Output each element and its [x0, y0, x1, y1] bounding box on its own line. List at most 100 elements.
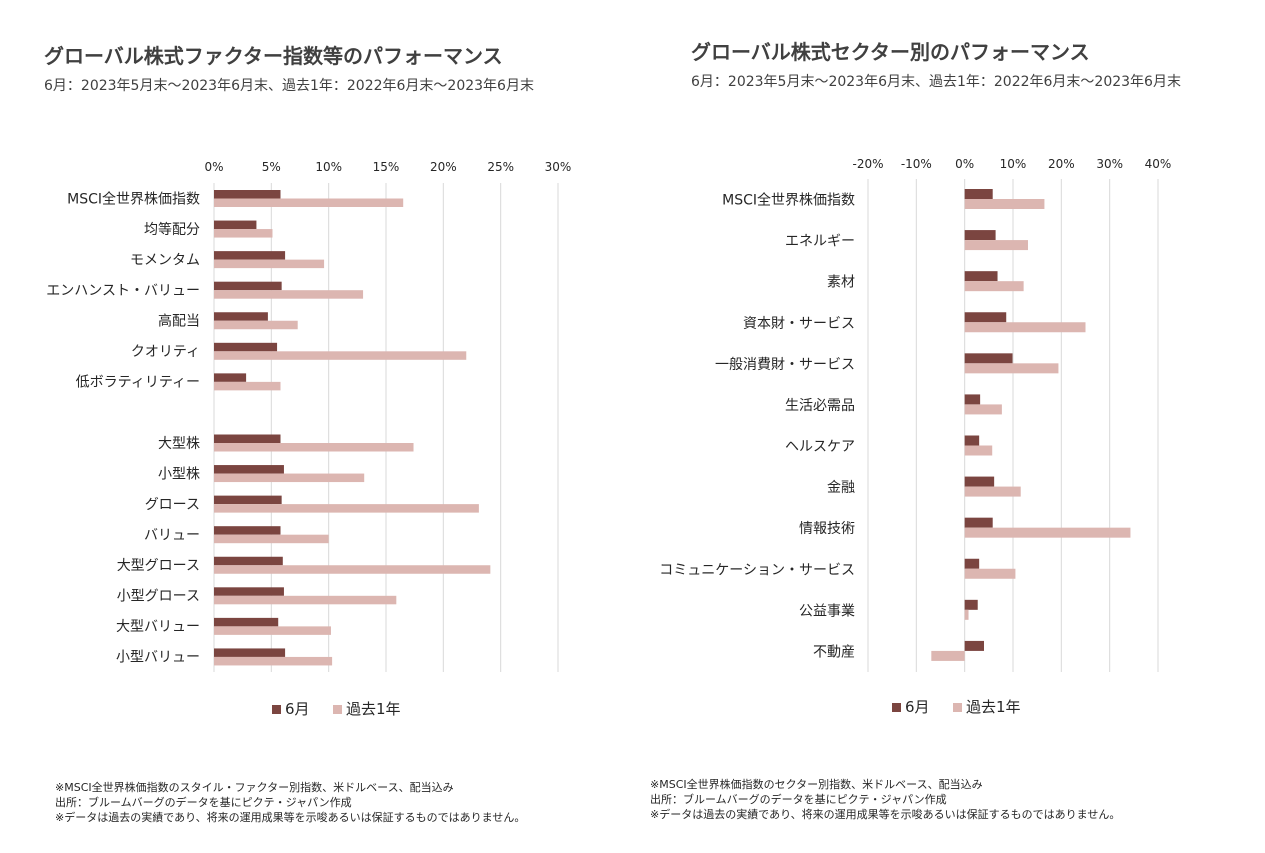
x-tick-label: 20% — [1048, 157, 1075, 171]
right-panel: グローバル株式セクター別のパフォーマンス 6月：2023年5月末～2023年6月… — [632, 0, 1265, 853]
category-label: 大型バリュー — [116, 619, 200, 635]
left-note-line: ※MSCI全世界株価指数のスタイル・ファクター別指数、米ドルベース、配当込み — [55, 781, 454, 794]
left-note-line: 出所：ブルームバーグのデータを基にピクテ・ジャパン作成 — [55, 796, 352, 809]
bar-1y — [964, 568, 1016, 579]
bar-6m — [214, 556, 283, 566]
category-label: 高配当 — [158, 313, 200, 330]
category-label: 大型グロース — [117, 558, 200, 574]
bar-6m — [964, 312, 1007, 323]
right-note-line: 出所：ブルームバーグのデータを基にピクテ・ジャパン作成 — [650, 793, 947, 806]
category-label: 小型バリュー — [116, 650, 200, 666]
bar-1y — [214, 534, 329, 544]
right-note-line: ※MSCI全世界株価指数のセクター別指数、米ドルベース、配当込み — [650, 778, 983, 791]
bar-6m — [214, 251, 286, 260]
right-chart-title: グローバル株式セクター別のパフォーマンス — [691, 40, 1090, 64]
x-tick-label: 5% — [262, 160, 281, 174]
bar-6m — [964, 353, 1013, 364]
legend-label: 過去1年 — [346, 700, 401, 718]
category-label: エネルギー — [785, 234, 855, 250]
bar-1y — [214, 443, 414, 452]
x-tick-label: 30% — [1096, 157, 1123, 171]
bar-6m — [214, 434, 281, 443]
bar-6m — [214, 495, 282, 505]
right-chart-subtitle: 6月：2023年5月末～2023年6月末、過去1年：2022年6月末～2023年… — [691, 74, 1181, 90]
bar-1y — [214, 504, 479, 513]
left-chart-subtitle: 6月：2023年5月末～2023年6月末、過去1年：2022年6月末～2023年… — [44, 78, 534, 94]
category-label: 金融 — [827, 480, 855, 496]
left-panel: グローバル株式ファクター指数等のパフォーマンス 6月：2023年5月末～2023… — [0, 0, 632, 853]
category-label: 生活必需品 — [785, 398, 855, 414]
category-label: 大型株 — [158, 436, 200, 452]
bar-6m — [964, 476, 995, 487]
legend-swatch-1y — [333, 705, 342, 714]
category-label: 不動産 — [813, 644, 855, 660]
x-tick-label: 10% — [315, 160, 342, 174]
category-label: グロース — [145, 497, 200, 513]
sector-chart: -20% -10% 0% 10% 20% 30% 40% MSCI全世界株価指数エネルギー素材… — [659, 157, 1172, 716]
factor-chart: 0% 5% 10% 15% 20% 25% 30% MSCI全世界株価指数均等配分モメンタムエ… — [46, 160, 572, 718]
category-label: コミュニケーション・サービス — [659, 562, 855, 578]
bar-1y — [964, 199, 1045, 209]
bar-1y — [964, 281, 1024, 292]
legend-swatch-6m — [892, 703, 901, 712]
category-label: 低ボラティリティー — [76, 375, 200, 391]
bar-6m — [964, 640, 984, 651]
legend-label: 6月 — [905, 698, 930, 716]
bar-1y — [214, 229, 273, 238]
bar-1y — [214, 381, 281, 391]
bar-1y — [214, 595, 397, 605]
bar-1y — [214, 320, 298, 330]
bar-1y — [964, 445, 993, 456]
bar-1y — [214, 656, 333, 666]
x-tick-label: 20% — [430, 160, 457, 174]
bar-6m — [964, 230, 996, 241]
legend-swatch-6m — [272, 705, 281, 714]
bar-6m — [964, 271, 998, 282]
bar-1y — [964, 322, 1086, 333]
x-tick-label: 25% — [487, 160, 514, 174]
category-label: クオリティ — [131, 344, 200, 360]
x-tick-label: 0% — [204, 160, 223, 174]
bar-6m — [964, 435, 980, 446]
x-tick-label: 15% — [373, 160, 400, 174]
x-tick-label: -10% — [901, 157, 932, 171]
bar-6m — [214, 526, 281, 535]
category-label: 資本財・サービス — [743, 316, 855, 332]
category-label: バリュー — [144, 527, 200, 543]
bar-6m — [964, 599, 978, 610]
category-label: ヘルスケア — [785, 439, 855, 455]
bar-6m — [214, 312, 268, 321]
right-note-line: ※データは過去の実績であり、将来の運用成果等を示唆あるいは保証するものではありま… — [650, 808, 1121, 821]
bar-6m — [214, 373, 247, 382]
category-label: 公益事業 — [799, 603, 855, 619]
legend-label: 6月 — [285, 700, 310, 718]
bar-1y — [214, 259, 325, 269]
bar-6m — [214, 342, 278, 352]
category-label: モメンタム — [130, 252, 200, 268]
left-chart-title: グローバル株式ファクター指数等のパフォーマンス — [44, 44, 503, 68]
bar-1y — [964, 404, 1002, 415]
bar-1y — [964, 609, 969, 620]
x-tick-label: -20% — [852, 157, 883, 171]
bar-1y — [931, 650, 965, 661]
bar-1y — [964, 240, 1028, 251]
legend-swatch-1y — [953, 703, 962, 712]
category-label: 素材 — [827, 275, 855, 291]
x-tick-label: 30% — [545, 160, 572, 174]
bar-1y — [214, 198, 404, 207]
right-notes: ※MSCI全世界株価指数のセクター別指数、米ドルベース、配当込み 出所：ブルーム… — [650, 777, 1120, 822]
bar-6m — [964, 558, 980, 569]
bar-6m — [214, 587, 284, 596]
bar-1y — [214, 626, 331, 635]
category-label: MSCI全世界株価指数 — [722, 192, 855, 209]
bar-6m — [214, 617, 279, 627]
x-tick-label: 40% — [1145, 157, 1172, 171]
left-note-line: ※データは過去の実績であり、将来の運用成果等を示唆あるいは保証するものではありま… — [55, 811, 526, 824]
bar-1y — [214, 565, 491, 574]
category-label: 均等配分 — [144, 221, 200, 238]
bar-1y — [214, 473, 365, 483]
left-notes: ※MSCI全世界株価指数のスタイル・ファクター別指数、米ドルベース、配当込み 出… — [55, 780, 525, 825]
bar-6m — [214, 465, 284, 474]
bar-6m — [214, 281, 282, 291]
legend-label: 過去1年 — [966, 698, 1021, 716]
